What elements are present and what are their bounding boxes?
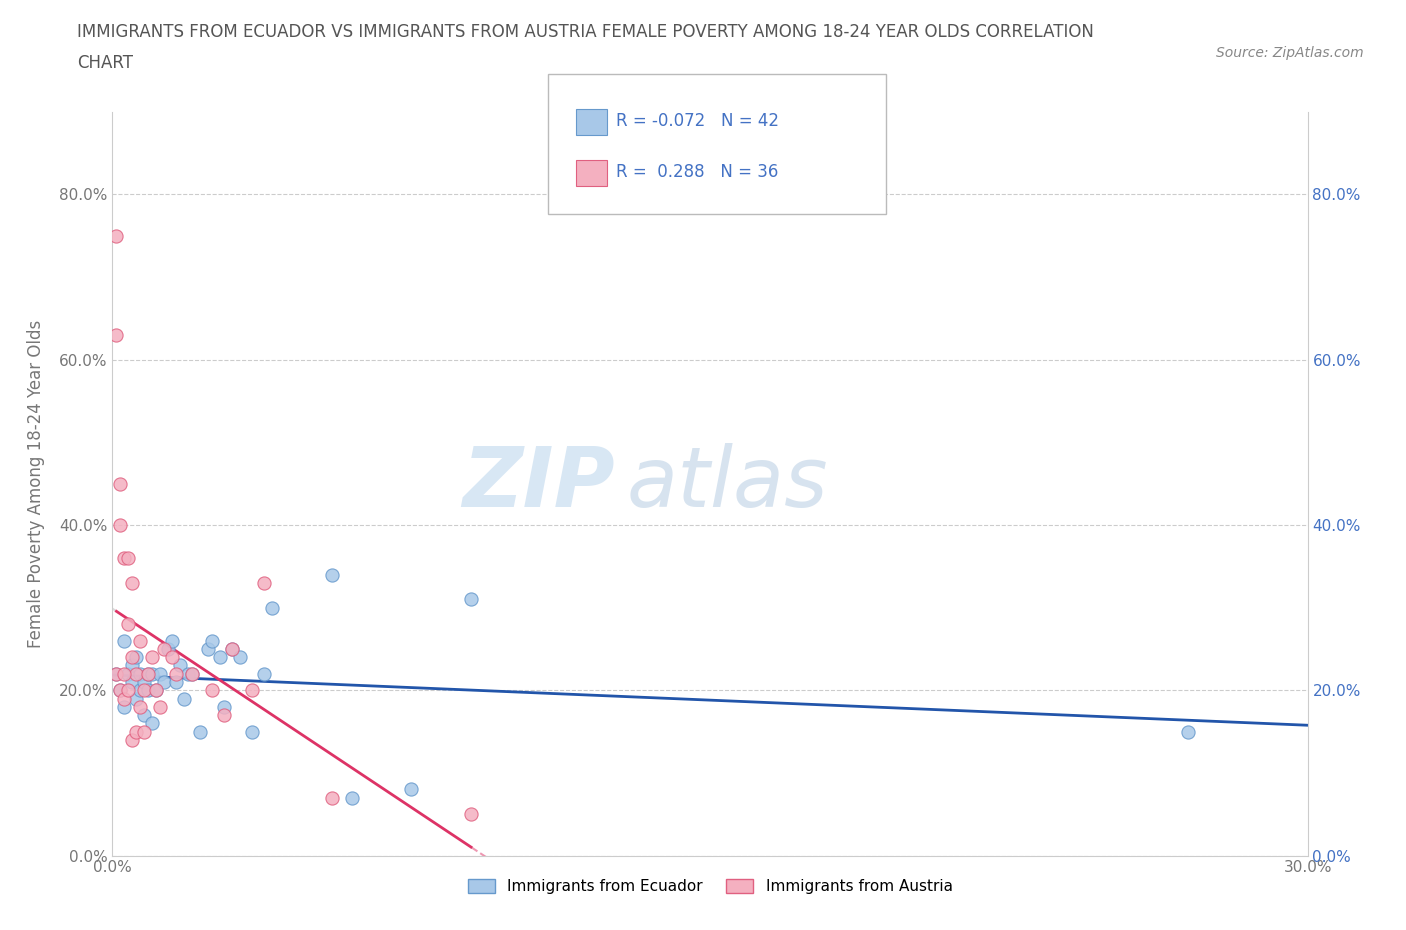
Point (125, 666, 148, 681)
Text: CHART: CHART (77, 54, 134, 72)
Point (129, 683, 152, 698)
Point (121, 674, 143, 689)
Point (138, 666, 160, 681)
Point (253, 576, 276, 591)
Point (149, 699, 172, 714)
Point (110, 476, 132, 491)
Point (169, 658, 191, 673)
Text: R =  0.288   N = 36: R = 0.288 N = 36 (616, 163, 778, 181)
Point (145, 683, 167, 698)
Point (125, 691, 148, 706)
Y-axis label: Female Poverty Among 18-24 Year Olds: Female Poverty Among 18-24 Year Olds (27, 320, 45, 647)
Point (129, 633, 152, 648)
Point (153, 642, 176, 657)
Point (125, 650, 148, 665)
Point (401, 782, 423, 797)
Point (121, 733, 143, 748)
Text: IMMIGRANTS FROM ECUADOR VS IMMIGRANTS FROM AUSTRIA FEMALE POVERTY AMONG 18-24 YE: IMMIGRANTS FROM ECUADOR VS IMMIGRANTS FR… (77, 23, 1094, 41)
Point (117, 666, 139, 681)
Point (105, 666, 128, 681)
Point (141, 666, 163, 681)
Point (460, 807, 482, 822)
Text: ZIP: ZIP (461, 443, 614, 525)
Point (117, 683, 139, 698)
Point (460, 591, 482, 606)
Point (321, 790, 343, 805)
Point (340, 790, 363, 805)
Point (121, 576, 143, 591)
Point (197, 642, 219, 657)
Point (321, 567, 343, 582)
Point (201, 633, 224, 648)
Point (153, 674, 176, 689)
Point (253, 666, 276, 681)
Point (134, 674, 156, 689)
Point (138, 683, 160, 698)
Point (201, 683, 224, 698)
Point (212, 699, 235, 714)
Legend: Immigrants from Ecuador, Immigrants from Austria: Immigrants from Ecuador, Immigrants from… (461, 872, 959, 900)
Text: atlas: atlas (627, 443, 828, 525)
Point (117, 551, 139, 565)
Point (229, 650, 252, 665)
Point (221, 642, 243, 657)
Point (162, 650, 183, 665)
Point (117, 617, 139, 631)
Point (114, 666, 135, 681)
Point (105, 228, 128, 243)
Point (134, 683, 156, 698)
Point (121, 650, 143, 665)
Point (121, 658, 143, 673)
Text: R = -0.072   N = 42: R = -0.072 N = 42 (616, 112, 779, 130)
Point (157, 642, 180, 657)
Point (134, 708, 156, 723)
Point (149, 666, 172, 681)
Point (209, 650, 232, 665)
Point (165, 674, 187, 689)
Point (110, 683, 132, 698)
Point (212, 708, 235, 723)
Point (181, 666, 204, 681)
Point (240, 724, 263, 739)
Point (114, 691, 135, 706)
Point (188, 724, 211, 739)
Point (114, 699, 135, 714)
Point (141, 716, 163, 731)
Point (145, 683, 167, 698)
Point (177, 666, 200, 681)
Text: Source: ZipAtlas.com: Source: ZipAtlas.com (1216, 46, 1364, 60)
Point (165, 666, 187, 681)
Point (240, 683, 263, 698)
Point (141, 650, 163, 665)
Point (105, 327, 128, 342)
Point (138, 666, 160, 681)
Point (114, 551, 135, 565)
Point (110, 683, 132, 698)
Point (221, 642, 243, 657)
Point (260, 600, 283, 615)
Point (129, 699, 152, 714)
Point (129, 666, 152, 681)
Point (110, 517, 132, 532)
Point (1177, 724, 1199, 739)
Point (181, 666, 204, 681)
Point (105, 666, 128, 681)
Point (125, 724, 148, 739)
Point (173, 691, 195, 706)
Point (162, 633, 183, 648)
Point (134, 724, 156, 739)
Point (114, 633, 135, 648)
